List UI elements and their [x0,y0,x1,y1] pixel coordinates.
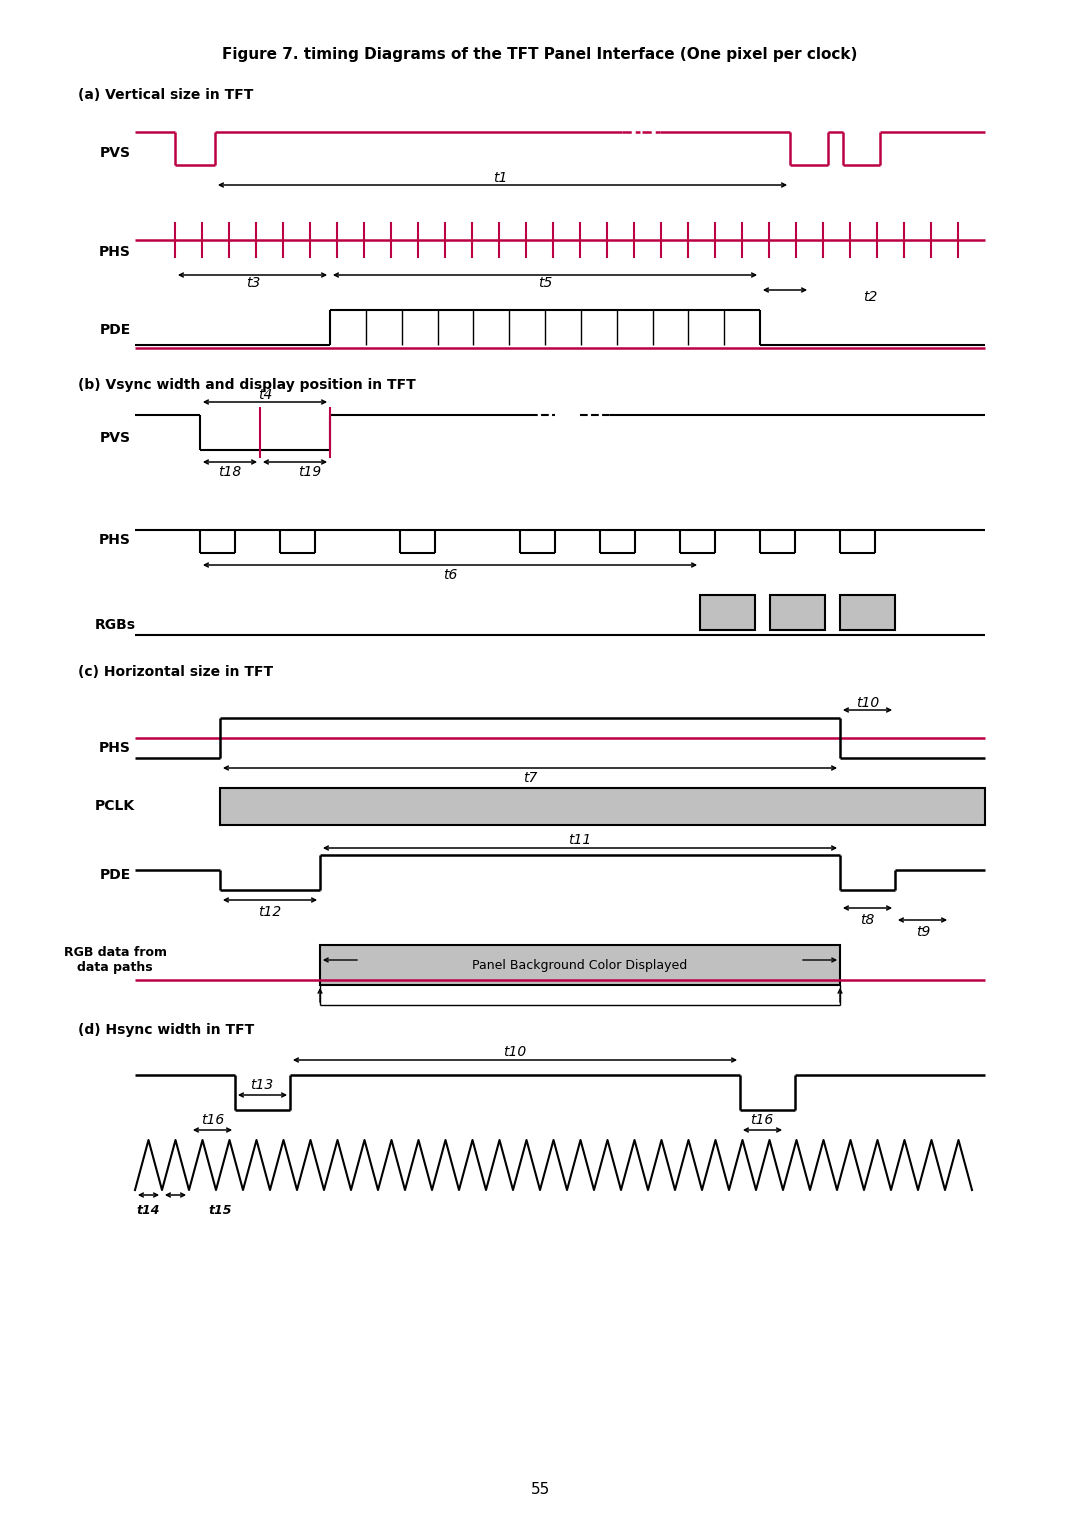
Text: Panel Background Color Displayed: Panel Background Color Displayed [472,958,688,972]
Text: RGB data from: RGB data from [64,946,166,958]
Text: t16: t16 [201,1112,225,1128]
Text: t8: t8 [860,914,874,927]
Text: RGBs: RGBs [95,617,135,633]
Text: (a) Vertical size in TFT: (a) Vertical size in TFT [78,89,254,102]
Text: t5: t5 [538,277,552,290]
Text: t13: t13 [251,1077,273,1093]
Text: t1: t1 [492,171,508,185]
Bar [320,944,840,986]
Text: PHS: PHS [99,533,131,547]
Text: 55: 55 [530,1482,550,1497]
Text: PHS: PHS [99,741,131,755]
Text: t16: t16 [751,1112,773,1128]
Text: t7: t7 [523,772,537,785]
Text: t15: t15 [208,1204,232,1216]
Text: PDE: PDE [99,868,131,882]
Text: t9: t9 [916,924,930,940]
Text: t6: t6 [443,568,457,582]
Text: PCLK: PCLK [95,799,135,813]
Text: (d) Hsync width in TFT: (d) Hsync width in TFT [78,1024,254,1038]
Text: t14: t14 [136,1204,160,1216]
Text: t18: t18 [218,465,242,478]
Bar [770,594,825,630]
Text: t11: t11 [568,833,592,847]
Text: t12: t12 [258,905,282,918]
Text: t2: t2 [863,290,877,304]
Text: PVS: PVS [99,431,131,445]
Text: t10: t10 [503,1045,527,1059]
Text: t19: t19 [298,465,322,478]
Text: PVS: PVS [99,147,131,160]
Text: data paths: data paths [77,961,152,973]
Text: t3: t3 [246,277,260,290]
Text: PHS: PHS [99,244,131,260]
Bar [840,594,895,630]
Text: Figure 7. timing Diagrams of the TFT Panel Interface (One pixel per clock): Figure 7. timing Diagrams of the TFT Pan… [222,47,858,63]
Bar [700,594,755,630]
Bar [220,788,985,825]
Text: t4: t4 [258,388,272,402]
Text: (c) Horizontal size in TFT: (c) Horizontal size in TFT [78,665,273,678]
Text: PDE: PDE [99,322,131,338]
Text: (b) Vsync width and display position in TFT: (b) Vsync width and display position in … [78,377,416,393]
Text: t10: t10 [856,695,879,711]
